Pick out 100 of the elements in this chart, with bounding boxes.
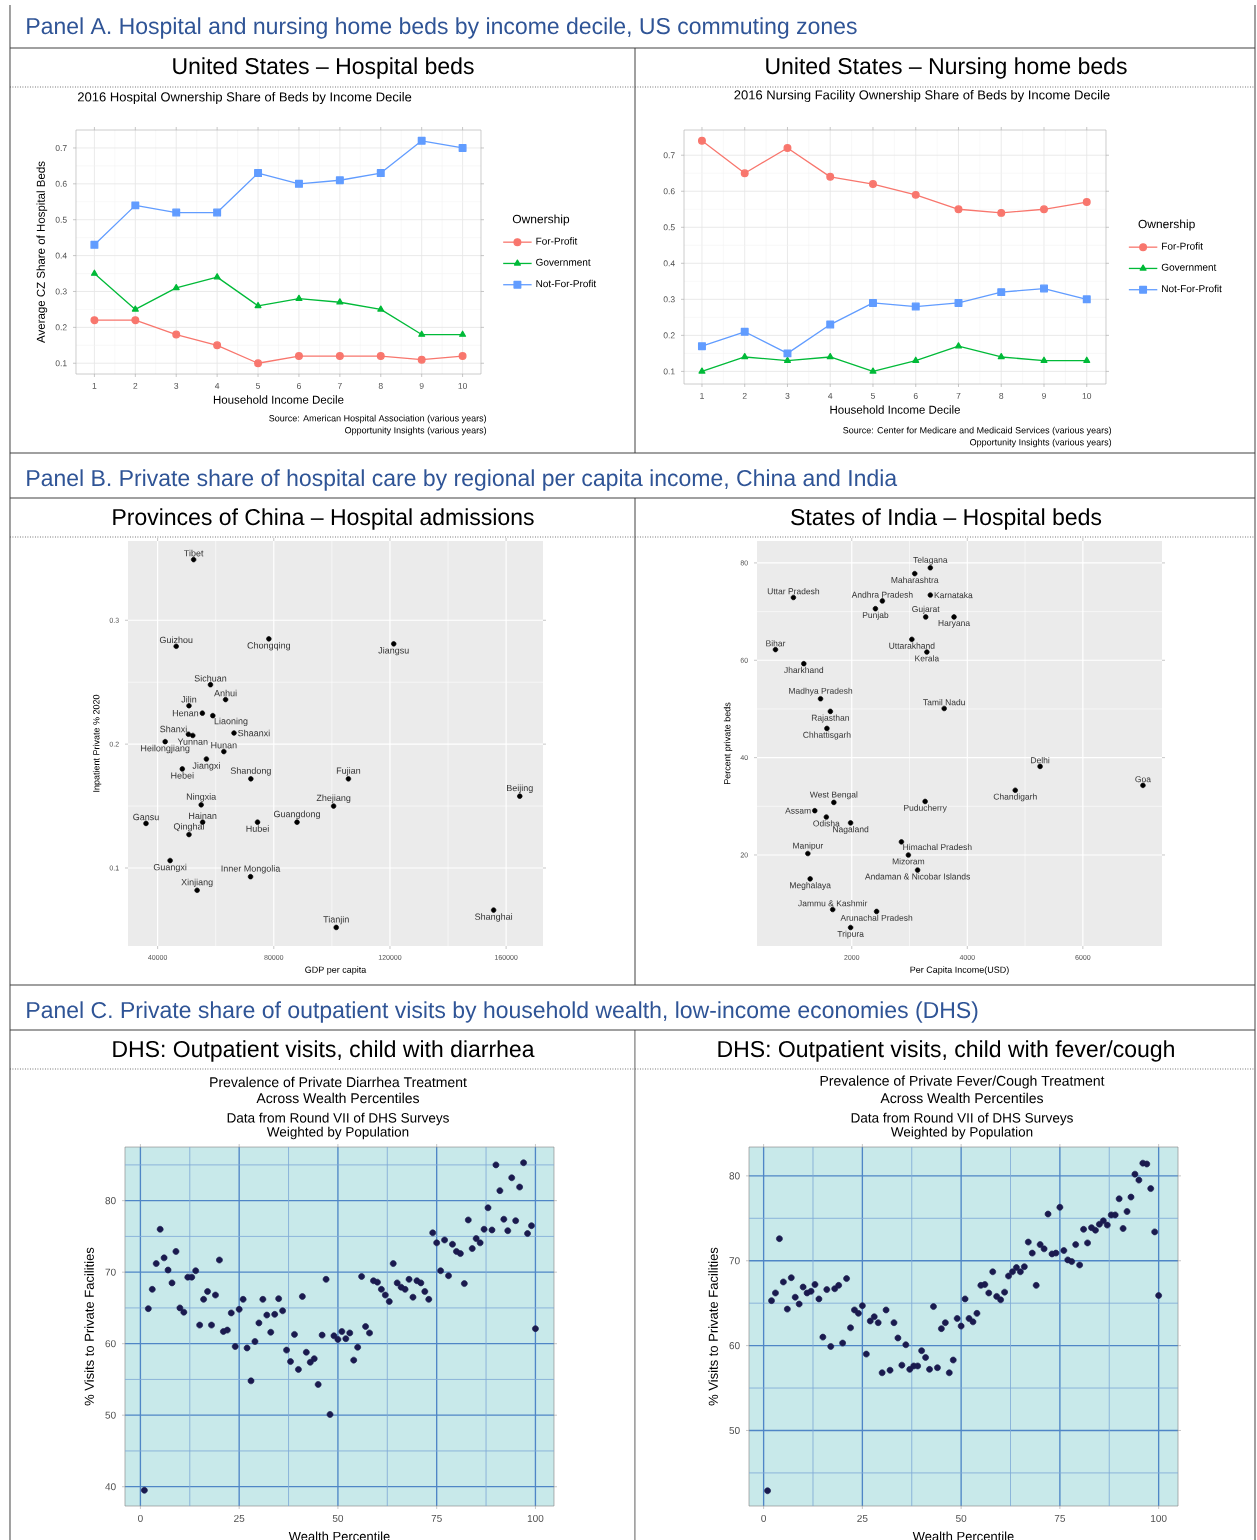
text: Weighted by Population (266, 1126, 409, 1140)
annotation: Nagaland (833, 826, 869, 834)
annotation: Bihar (766, 640, 786, 647)
annotation: Xinjiang (181, 878, 213, 888)
y-tick-label: 80 (105, 1197, 116, 1205)
y-tick-label: 0.4 (55, 252, 67, 259)
chart-title: Prevalence of Private Diarrhea Treatment (210, 1076, 467, 1088)
y-tick-label: 0.7 (55, 144, 67, 151)
y-tick-label: 0.6 (55, 180, 67, 187)
annotation: Beijing (506, 784, 533, 793)
y-tick-label: 0.2 (663, 332, 675, 339)
legend-label: Government (1161, 263, 1217, 271)
legend-label: Not-For-Profit (536, 279, 597, 288)
y-axis-title: Average CZ Share of Hospital Beds (36, 161, 48, 343)
x-tick-label: 7 (956, 392, 961, 399)
text: Panel C. Private share of outpatient visits by household wealth, low-income economies (DHS) (27, 1001, 978, 1023)
x-tick-label: 75 (1054, 1514, 1066, 1522)
annotation: Tamil Nadu (923, 699, 965, 706)
annotation: Madhya Pradesh (789, 687, 853, 696)
annotation: Liaoning (214, 717, 248, 727)
annotation: Guangxi (153, 863, 187, 873)
y-tick-label: 60 (105, 1340, 116, 1348)
y-tick-label: 40 (105, 1483, 116, 1491)
annotation: Jilin (181, 695, 197, 703)
y-tick-label: 50 (105, 1411, 116, 1419)
annotation: Assam (785, 807, 811, 814)
x-tick-label: 2 (742, 392, 747, 399)
annotation: Odisha (813, 820, 840, 827)
annotation: Inner Mongolia (221, 865, 281, 874)
text: DHS: Outpatient visits, child with diarrhea (113, 1040, 535, 1062)
annotation: Andaman & Nicobar Islands (864, 873, 970, 880)
x-axis-title: Wealth Percentile (912, 1531, 1014, 1540)
legend-title: Ownership (512, 214, 570, 226)
annotation: Jammu & Kashmir (798, 900, 868, 907)
x-tick-label: 5 (870, 392, 875, 399)
annotation: Arunachal Pradesh (840, 914, 913, 921)
annotation: Shaanxi (238, 729, 270, 737)
text: Weighted by Population (890, 1126, 1033, 1140)
annotation: Uttar Pradesh (767, 588, 820, 595)
x-tick-label: 8 (999, 392, 1004, 399)
legend-label: For-Profit (536, 237, 578, 245)
legend-label: Government (536, 258, 591, 266)
source-note: Source: Center for Medicare and Medicaid Services (various years) (843, 426, 1112, 436)
annotation: Jharkhand (784, 666, 824, 674)
x-tick-label: 100 (1151, 1514, 1167, 1522)
y-tick-label: 50 (729, 1426, 740, 1435)
y-tick-label: 0.1 (663, 368, 675, 375)
y-tick-label: 70 (729, 1257, 740, 1265)
text: Data from Round VII of DHS Surveys (227, 1112, 449, 1126)
x-tick-label: 50 (332, 1514, 344, 1522)
y-axis-title: % Visits to Private Facilities (708, 1247, 718, 1406)
x-tick-label: 1 (700, 392, 704, 399)
annotation: Jiangxi (192, 762, 220, 771)
x-tick-label: 9 (419, 382, 424, 389)
x-tick-label: 6 (913, 392, 918, 399)
text: United States – Hospital beds (173, 57, 474, 79)
x-tick-label: 7 (337, 382, 342, 389)
annotation: Mizoram (892, 858, 925, 865)
annotation: Andhra Pradesh (851, 591, 913, 598)
annotation: Haryana (938, 620, 971, 628)
annotation: Karnataka (934, 591, 973, 599)
x-tick-label: 9 (1042, 392, 1046, 399)
annotation: Shandong (230, 767, 271, 776)
x-tick-label: 10 (458, 382, 467, 389)
annotation: Zhejiang (316, 794, 351, 803)
annotation: Chhattisgarh (803, 731, 851, 740)
text: Data from Round VII of DHS Surveys (851, 1112, 1073, 1126)
y-tick-label: 0.1 (55, 360, 67, 367)
text: Panel A. Hospital and nursing home beds by income decile, US commuting zones (27, 17, 857, 39)
y-axis-title: Percent private beds (723, 702, 733, 785)
annotation: Himachal Pradesh (903, 843, 972, 851)
y-tick-label: 0.5 (55, 216, 67, 223)
x-tick-label: 100 (527, 1514, 544, 1522)
x-tick-label: 3 (174, 382, 179, 389)
annotation: Rajasthan (811, 714, 849, 723)
x-tick-label: 8 (378, 382, 383, 389)
x-tick-label: 10 (1082, 392, 1092, 399)
x-axis-title: Per Capita Income(USD) (910, 966, 1009, 975)
chart-title: Prevalence of Private Fever/Cough Treatment (820, 1075, 1105, 1089)
annotation: Goa (1135, 776, 1151, 783)
x-axis-title: Household Income Decile (830, 405, 960, 414)
annotation: Heilongjiang (141, 744, 190, 754)
annotation: Anhui (214, 689, 237, 697)
y-axis-title: % Visits to Private Facilities (84, 1247, 94, 1406)
annotation: Hebei (171, 772, 194, 779)
text: United States – Nursing home beds (766, 57, 1127, 79)
annotation: Manipur (793, 842, 824, 851)
x-tick-label: 3 (785, 392, 790, 399)
y-tick-label: 0.3 (55, 288, 67, 295)
annotation: Guizhou (159, 636, 193, 644)
annotation: Uttarakhand (889, 642, 935, 649)
text: Provinces of China – Hospital admissions (113, 508, 534, 530)
annotation: Chandigarh (993, 793, 1037, 802)
annotation: West Bengal (809, 791, 858, 800)
annotation: Jiangsu (378, 646, 409, 656)
annotation: Shanxi (160, 725, 187, 733)
y-tick-label: 60 (729, 1342, 740, 1350)
annotation: Punjab (862, 611, 889, 620)
annotation: Gujarat (912, 605, 940, 614)
annotation: Ningxia (186, 793, 217, 802)
